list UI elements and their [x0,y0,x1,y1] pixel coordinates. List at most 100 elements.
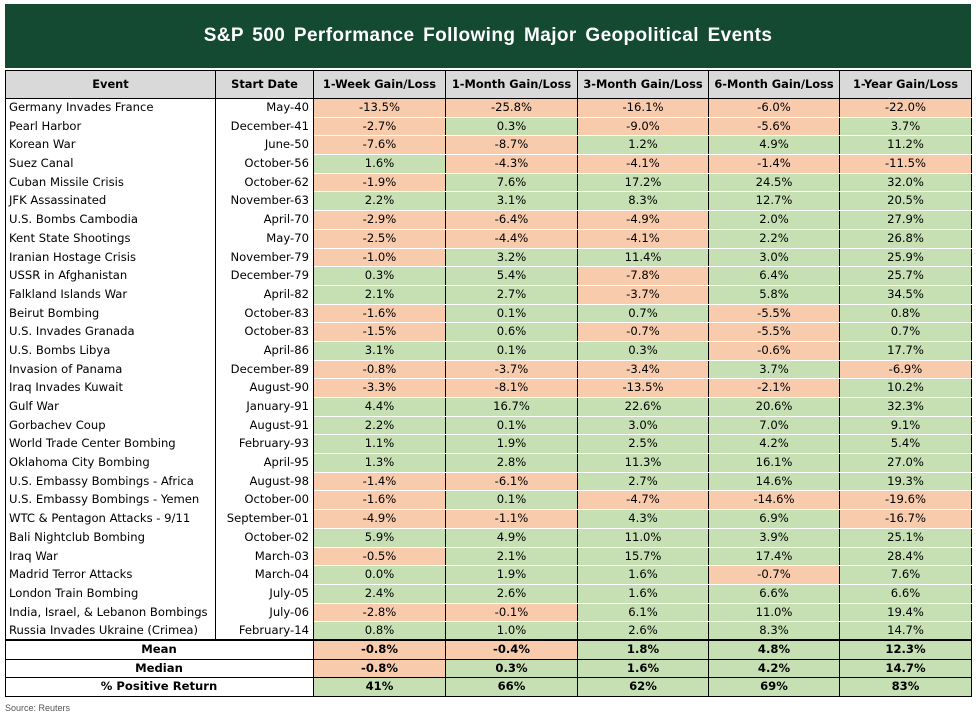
table-row: Pearl Harbor December-41 -2.7% 0.3% -9.0% -5.… [5,117,972,137]
event-name: Kent State Shootings [5,229,216,248]
start-date: June-50 [215,135,314,155]
gain-loss-cell: 17.2% [577,173,709,193]
gain-loss-cell: -1.4% [313,472,446,492]
event-name: JFK Assassinated [5,191,216,211]
gain-loss-cell: 15.7% [577,547,709,567]
gain-loss-cell: -14.6% [708,490,840,511]
gain-loss-cell: 9.1% [839,416,972,436]
table-row: Gulf War January-91 4.4% 16.7% 22.6% 20.6% 32.… [5,397,972,417]
start-date: February-14 [215,621,314,642]
gain-loss-cell: 0.3% [313,266,446,286]
summary-value: 12.3% [839,640,972,660]
start-date: July-05 [215,584,314,604]
gain-loss-cell: -4.4% [445,229,578,249]
gain-loss-cell: 0.3% [577,341,709,361]
gain-loss-cell: 3.0% [708,248,840,268]
event-name: WTC & Pentagon Attacks - 9/11 [5,509,216,529]
gain-loss-cell: 0.1% [445,490,578,511]
gain-loss-cell: 20.5% [839,191,972,212]
event-name: Oklahoma City Bombing [5,453,216,473]
gain-loss-cell: 6.9% [708,509,840,529]
gain-loss-cell: 3.7% [839,117,972,137]
title-text: S&P 500 Performance Following Major Geop… [203,25,773,46]
gain-loss-cell: -0.7% [708,565,840,585]
gain-loss-cell: 1.3% [313,453,446,473]
gain-loss-cell: -0.7% [577,322,709,342]
gain-loss-cell: 14.6% [708,472,840,492]
gain-loss-cell: 17.4% [708,547,840,567]
event-name: U.S. Embassy Bombings - Africa [5,472,216,491]
table-row: Beirut Bombing October-83 -1.6% 0.1% 0.7% -5.… [5,304,972,324]
gain-loss-cell: 25.7% [839,266,972,286]
start-date: April-82 [215,285,314,305]
header-row: Event Start Date 1-Week Gain/Loss 1-Mont… [5,70,972,99]
summary-value: 1.6% [577,659,709,679]
gain-loss-cell: -3.3% [313,378,446,398]
gain-loss-cell: 7.6% [445,173,578,193]
gain-loss-cell: -4.9% [577,210,709,230]
table-row: U.S. Bombs Libya April-86 3.1% 0.1% 0.3% -0.6… [5,341,972,361]
gain-loss-cell: -0.8% [313,360,446,380]
gain-loss-cell: 2.1% [445,547,578,567]
start-date: February-93 [215,434,314,454]
start-date: October-00 [215,490,314,510]
table-header: Event Start Date 1-Week Gain/Loss 1-Mont… [5,70,972,99]
start-date: November-63 [215,191,314,211]
start-date: October-83 [215,304,314,323]
summary-label: Mean [5,640,314,660]
table-row: Cuban Missile Crisis October-62 -1.9% 7.6% 1… [5,173,972,193]
table-row: U.S. Embassy Bombings - Yemen October-00-… [5,490,972,511]
gain-loss-cell: 2.2% [708,229,840,249]
summary-value: 4.2% [708,659,840,679]
header-3-month: 3-Month Gain/Loss [577,70,709,99]
gain-loss-cell: 27.9% [839,210,972,230]
summary-value: 0.3% [445,659,578,679]
event-name: Pearl Harbor [5,117,216,136]
gain-loss-cell: -8.7% [445,135,578,156]
gain-loss-cell: 6.4% [708,266,840,286]
gain-loss-cell: 0.6% [445,322,578,342]
gain-loss-cell: 4.9% [445,528,578,548]
header-event: Event [5,70,216,99]
table-row: Germany Invades France May-40 -13.5% -25.8%… [5,98,972,118]
event-name: Germany Invades France [5,98,216,118]
event-name: Iraq War [5,547,216,566]
gain-loss-cell: 5.4% [839,434,972,455]
table-row: U.S. Bombs Cambodia April-70 -2.9% -6.4% -4.… [5,210,972,230]
gain-loss-cell: 0.7% [839,322,972,342]
gain-loss-cell: -5.6% [708,117,840,137]
gain-loss-cell: -4.1% [577,229,709,249]
performance-table: Event Start Date 1-Week Gain/Loss 1-Mont… [5,70,972,697]
start-date: December-79 [215,266,314,286]
gain-loss-cell: -2.9% [313,210,446,230]
start-date: March-03 [215,547,314,566]
event-name: Suez Canal [5,154,216,174]
gain-loss-cell: 2.2% [313,416,446,436]
gain-loss-cell: -5.5% [708,322,840,342]
gain-loss-cell: 6.6% [839,584,972,604]
gain-loss-cell: -4.9% [313,509,446,529]
gain-loss-cell: 0.0% [313,565,446,585]
gain-loss-cell: 1.1% [313,434,446,455]
gain-loss-cell: 19.3% [839,472,972,492]
event-name: Cuban Missile Crisis [5,173,216,192]
event-name: Korean War [5,135,216,155]
gain-loss-cell: 11.0% [708,603,840,623]
gain-loss-cell: 1.6% [577,565,709,585]
gain-loss-cell: -25.8% [445,98,578,118]
gain-loss-cell: 19.4% [839,603,972,623]
table-row: Oklahoma City Bombing April-95 1.3% 2.8% 11.… [5,453,972,473]
gain-loss-cell: 27.0% [839,453,972,473]
gain-loss-cell: 11.3% [577,453,709,473]
table-row: London Train Bombing July-05 2.4% 2.6% 1.6% 6… [5,584,972,604]
gain-loss-cell: 2.8% [445,453,578,473]
event-name: Gorbachev Coup [5,416,216,435]
gain-loss-cell: 4.3% [577,509,709,529]
gain-loss-cell: 3.1% [313,341,446,361]
summary-value: 62% [577,677,709,697]
start-date: April-70 [215,210,314,230]
gain-loss-cell: -1.5% [313,322,446,342]
table-row: Bali Nightclub Bombing October-02 5.9% 4.9%… [5,528,972,548]
table-row: Falkland Islands War April-82 2.1% 2.7% -3.7… [5,285,972,305]
start-date: May-40 [215,98,314,118]
